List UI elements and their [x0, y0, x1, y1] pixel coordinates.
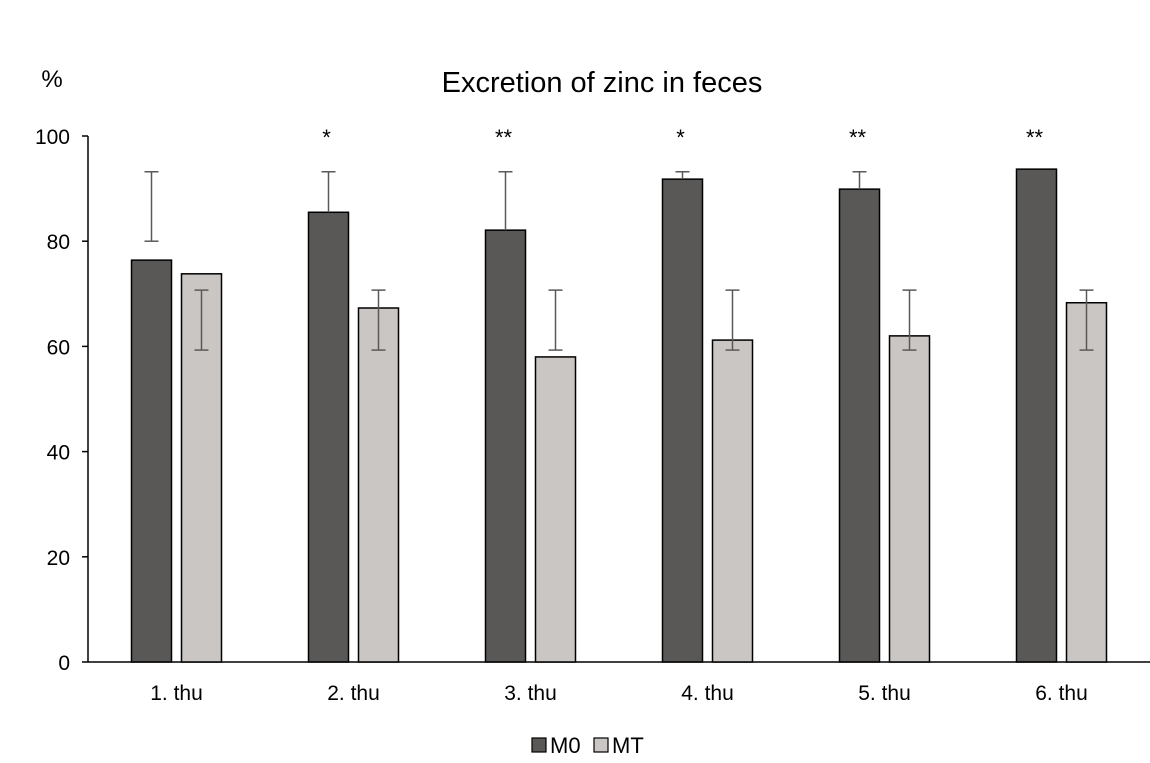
bar-m0: [838, 188, 881, 663]
significance-marker: *: [676, 125, 685, 150]
chart-title: Excretion of zinc in feces: [442, 67, 763, 99]
x-tick-label: 4. thu: [681, 682, 734, 705]
bar-mt: [1065, 301, 1108, 663]
y-tick-label: 40: [47, 442, 70, 465]
significance-marker: **: [849, 125, 867, 150]
significance-marker: *: [322, 125, 331, 150]
y-axis-label: %: [41, 66, 62, 93]
bar-m0: [307, 211, 350, 663]
legend-swatch-m0: [531, 737, 547, 753]
significance-marker: **: [495, 125, 513, 150]
y-tick-label: 100: [35, 126, 70, 149]
x-tick-label: 6. thu: [1035, 682, 1088, 705]
legend-label: M0: [550, 733, 581, 758]
bar-m0: [661, 178, 704, 663]
legend-label: MT: [612, 733, 644, 758]
bar-m0: [130, 259, 173, 663]
y-tick-label: 80: [47, 231, 70, 254]
bar-mt: [357, 307, 400, 663]
y-tick-label: 20: [47, 547, 70, 570]
bar-m0: [484, 229, 527, 663]
bar-m0: [1015, 168, 1058, 663]
x-tick-label: 3. thu: [504, 682, 557, 705]
y-tick-label: 60: [47, 336, 70, 359]
bar-mt: [534, 356, 577, 663]
legend-swatch-mt: [593, 737, 609, 753]
bar-mt: [888, 335, 931, 663]
x-tick-label: 2. thu: [327, 682, 380, 705]
significance-marker: **: [1026, 125, 1044, 150]
x-tick-label: 5. thu: [858, 682, 911, 705]
y-tick-label: 0: [58, 652, 70, 675]
bar-mt: [711, 339, 754, 663]
x-tick-label: 1. thu: [150, 682, 203, 705]
